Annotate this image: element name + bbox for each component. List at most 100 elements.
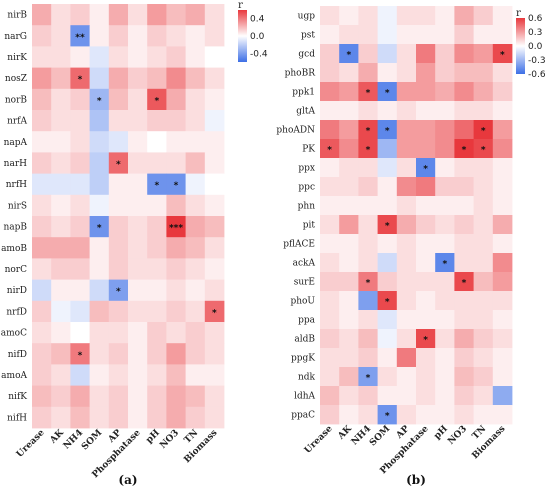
heatmap-cell [435,367,455,387]
heatmap-cell [166,88,186,111]
significance-star: * [154,181,159,191]
heatmap-cell [128,364,148,386]
heatmap-cell [70,110,90,132]
heatmap-cell [396,63,417,83]
heatmap-panel-a: **** *** ** ******nirBnarGnirKnosZnorBnrfAn… [1,0,268,487]
heatmap-cell [416,253,436,273]
heatmap-cell [147,364,167,386]
heatmap-cell [435,158,455,178]
heatmap-cell [358,63,378,83]
heatmap-cell [204,258,225,280]
heatmap-cell [416,405,436,425]
heatmap-cell [396,405,417,425]
heatmap-cell [454,63,474,83]
heatmap-cell [339,120,359,140]
heatmap-cell [147,258,167,280]
heatmap-cell [339,367,359,387]
heatmap-cell [435,139,455,159]
heatmap-cell [185,110,206,132]
heatmap-cell [358,348,378,368]
heatmap-cell [166,25,186,47]
heatmap-cell [339,177,359,197]
heatmap-cell [51,258,71,280]
heatmap-cell [89,4,110,26]
heatmap-cell [166,131,186,153]
heatmap-cell [396,310,417,330]
heatmap-cell [70,25,90,47]
heatmap-cell [473,25,494,45]
heatmap-cell [492,272,513,292]
heatmap-cell [185,216,206,238]
heatmap-cell [435,253,455,273]
row-label: nrfH [6,180,27,190]
legend-tick-label: -0.4 [250,49,268,59]
heatmap-cell [396,234,417,254]
row-label: phoBR [285,69,316,79]
heatmap-cell [473,386,494,406]
heatmap-cell [320,63,340,83]
heatmap-cell [339,82,359,102]
heatmap-cell [473,405,494,425]
heatmap-cell [89,300,110,323]
heatmap-cell [396,367,417,387]
heatmap-cell [377,196,398,216]
heatmap-cell [358,6,378,26]
heatmap-cell [32,364,52,386]
heatmap-cell [320,272,340,292]
heatmap-cell [204,173,225,196]
significance-star: * [366,127,371,137]
heatmap-cell [89,364,110,386]
heatmap-cell [492,329,513,349]
heatmap-cell [185,67,206,90]
heatmap-cell [435,405,455,425]
heatmap-cell [147,216,167,238]
heatmap-cell [166,343,186,365]
heatmap-cell [473,82,494,102]
heatmap-cell [358,291,378,311]
heatmap-cell [204,25,225,47]
heatmap-cell [377,101,398,121]
heatmap-cell [147,322,167,344]
heatmap-cell [339,405,359,425]
heatmap-cell [339,44,359,64]
heatmap-cell [89,110,110,132]
heatmap-cell [320,120,340,140]
heatmap-cell [166,4,186,26]
heatmap-cell [320,82,340,102]
heatmap-cell [473,139,494,159]
heatmap-cell [320,158,340,178]
heatmap-cell [473,253,494,273]
column-label: Urease [303,424,335,456]
heatmap-cell [320,215,340,235]
heatmap-cell [204,300,225,323]
significance-star: * [481,146,486,156]
heatmap-cell [108,322,129,344]
column-label: NO3 [446,424,469,447]
heatmap-cell [51,216,71,238]
row-label: PK [302,145,315,155]
heatmap-cell [492,25,513,45]
heatmap-cell [70,194,90,217]
heatmap-cell [108,385,129,408]
heatmap-cell [416,386,436,406]
heatmap-cell [108,110,129,132]
heatmap-cell [339,101,359,121]
row-label: nifK [8,392,27,402]
heatmap-cell [70,343,90,365]
heatmap-cell [166,300,186,323]
significance-star: * [385,222,390,232]
significance-star: * [462,279,467,289]
legend-colorbar [238,10,247,62]
significance-star: ** [75,33,85,43]
heatmap-cell [416,310,436,330]
heatmap-cell [377,44,398,64]
heatmap-cell [454,120,474,140]
heatmap-cell [416,177,436,197]
significance-star: * [366,374,371,384]
row-label: gltA [296,107,315,117]
heatmap-cell [32,237,52,259]
heatmap-cell [396,272,417,292]
heatmap-cell [435,215,455,235]
heatmap-cell [358,405,378,425]
heatmap-cell [454,272,474,292]
